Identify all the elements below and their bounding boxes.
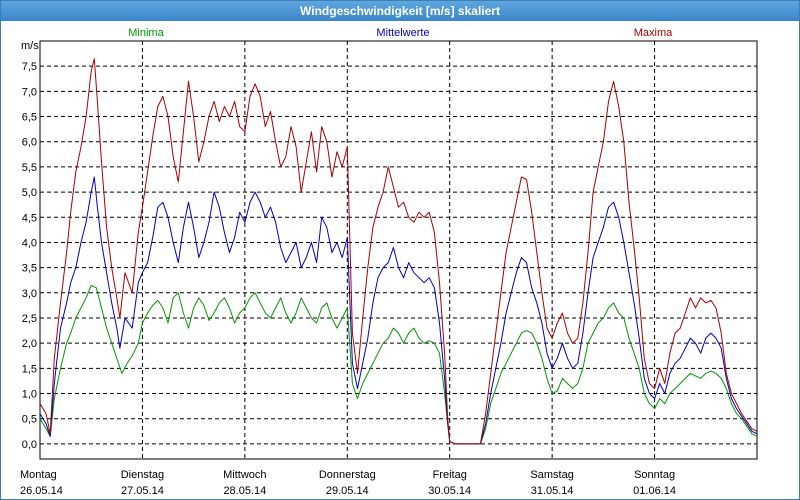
x-tick-date: 30.05.14 [428,485,471,497]
y-tick-label: 2,5 [22,313,37,325]
x-tick-day: Mittwoch [223,469,266,481]
legend-item-maxima: Maxima [634,27,673,39]
y-tick-label: 2,0 [22,338,37,350]
x-tick-date: 26.05.14 [20,485,63,497]
x-tick-date: 27.05.14 [121,485,164,497]
y-axis-label: m/s [21,40,39,52]
y-tick-label: 7,0 [22,86,37,98]
x-tick-date: 01.06.14 [633,485,676,497]
series-line-maxima [39,58,758,445]
x-tick-day: Dienstag [121,469,164,481]
legend-item-mittelwerte: Mittelwerte [376,27,429,39]
y-tick-label: 5,5 [22,162,37,174]
x-tick-date: 29.05.14 [326,485,369,497]
x-tick-day: Freitag [433,469,467,481]
y-tick-label: 1,0 [22,389,37,401]
x-tick-date: 28.05.14 [223,485,266,497]
series-line-minima [39,284,758,445]
y-tick-label: 5,0 [22,187,37,199]
x-tick-day: Montag [20,469,57,481]
y-tick-label: 1,5 [22,363,37,375]
title-bar: Windgeschwindigkeit [m/s] skaliert [1,1,799,21]
plot-frame [39,40,758,460]
x-tick-date: 31.05.14 [531,485,574,497]
y-tick-label: 3,5 [22,263,37,275]
y-tick-label: 4,5 [22,212,37,224]
y-tick-label: 6,0 [22,137,37,149]
y-tick-labels: 0,0 0,5 1,0 1,5 2,0 2,5 3,0 3,5 4,0 4,5 5,0 5,5 6,0 6… [22,61,37,451]
x-tick-day: Samstag [530,469,573,481]
series-lines [39,58,758,445]
legend: Minima Mittelwerte Maxima [128,27,673,39]
y-tick-label: 4,0 [22,237,37,249]
legend-item-minima: Minima [128,27,164,39]
x-tick-day: Sonntag [634,469,675,481]
series-line-mittelwerte [39,176,758,445]
y-tick-label: 7,5 [22,61,37,73]
x-tick-labels: Montag 26.05.14 Dienstag 27.05.14 Mittwoch 28… [20,469,676,497]
y-tick-label: 0,0 [22,439,37,451]
chart: 0,0 0,5 1,0 1,5 2,0 2,5 3,0 3,5 4,0 4,5 5,0 5,5 6,0 6… [20,27,758,497]
chart-grid [40,41,757,459]
x-tick-day: Donnerstag [319,469,376,481]
y-tick-label: 6,5 [22,112,37,124]
window-title: Windgeschwindigkeit [m/s] skaliert [300,4,500,18]
y-tick-label: 0,5 [22,414,37,426]
y-tick-label: 3,0 [22,288,37,300]
